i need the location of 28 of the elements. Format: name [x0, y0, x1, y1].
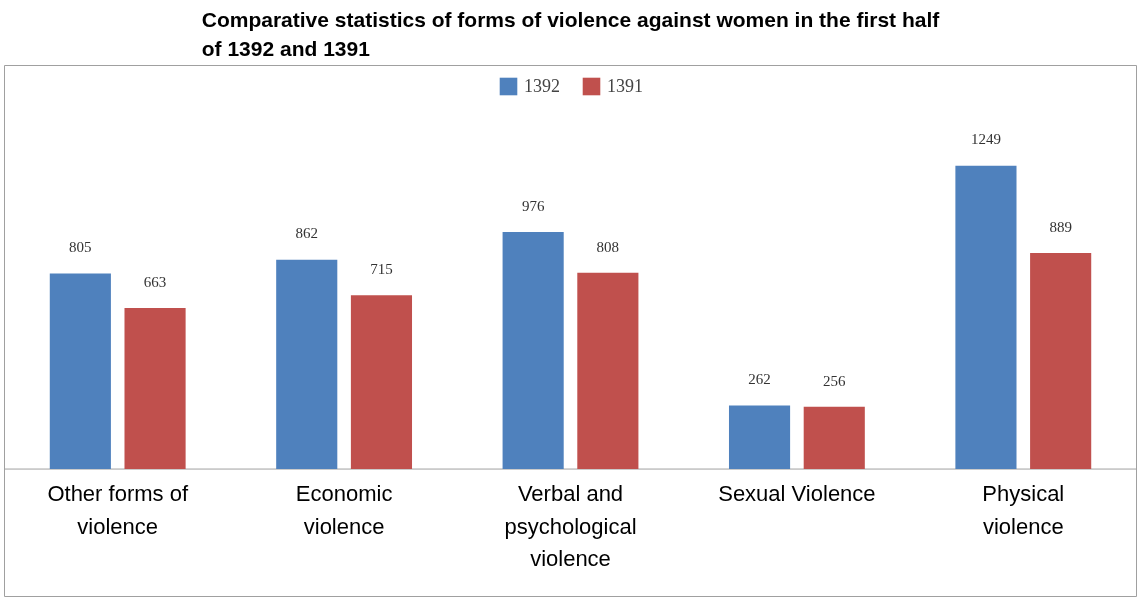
bar [577, 272, 639, 470]
x-tick-label: Verbal and psychological violence [504, 481, 637, 572]
bar [124, 307, 186, 470]
bar [728, 405, 791, 470]
data-label: 889 [1049, 218, 1072, 235]
legend-label: 1391 [607, 75, 643, 97]
data-label: 715 [370, 261, 393, 278]
data-label: 862 [295, 225, 318, 242]
data-label: 256 [823, 372, 847, 389]
x-tick-label: Other forms of violence [47, 481, 189, 539]
bar [350, 295, 413, 470]
legend-label: 1392 [524, 75, 560, 97]
bar [276, 259, 338, 470]
x-tick-label: Sexual Violence [718, 481, 876, 507]
x-tick-label: Physical violence [982, 481, 1065, 539]
bar [49, 273, 111, 470]
data-label: 805 [69, 239, 92, 256]
chart-title: Comparative statistics of forms of violence against women in the first half of 1392 and 1391 [201, 7, 941, 61]
data-label: 262 [748, 371, 771, 388]
data-label: 808 [596, 238, 620, 255]
bar [955, 165, 1017, 470]
bar [1030, 253, 1092, 470]
data-label: 1249 [970, 131, 1001, 148]
data-label: 976 [521, 197, 545, 214]
x-tick-label: Economic violence [295, 481, 393, 539]
data-label: 663 [143, 273, 167, 290]
bar [502, 231, 564, 470]
bar [803, 406, 865, 470]
